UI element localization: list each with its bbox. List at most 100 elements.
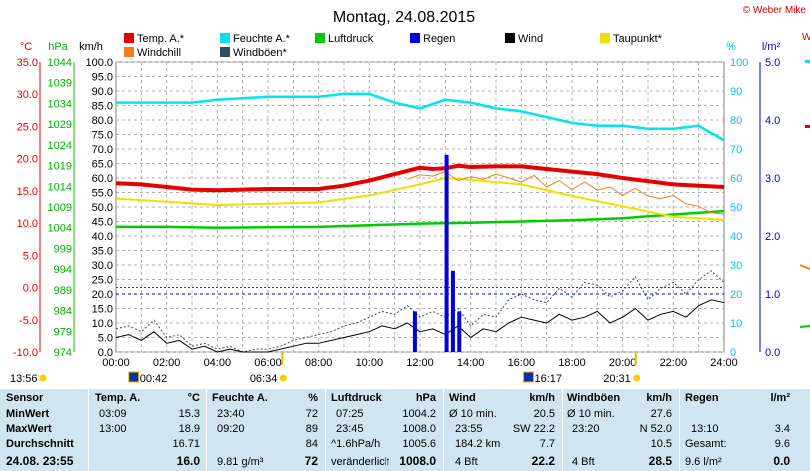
rain-bar xyxy=(457,311,462,352)
kmh-tick-label: 60.0 xyxy=(92,173,113,185)
stats-hum-value: 72 xyxy=(304,454,318,468)
pct-tick-label: 0 xyxy=(730,347,736,359)
time-tick-label: 08:00 xyxy=(305,357,333,369)
stats-header-hum-unit: % xyxy=(308,392,318,404)
stats-hum-value: 84 xyxy=(305,438,318,450)
time-tick-label: 16:00 xyxy=(508,357,536,369)
temp-tick-label: -10.0 xyxy=(13,347,38,359)
legend-label: Luftdruck xyxy=(328,33,374,45)
stats-row-label: MinWert xyxy=(6,408,50,420)
rain-tick-label: 2.0 xyxy=(765,231,780,243)
stats-gust-time: 23:20 xyxy=(572,423,600,435)
hpa-tick-label: 999 xyxy=(54,243,72,255)
stats-header-wind-unit: km/h xyxy=(529,392,555,404)
stats-header-temp-unit: °C xyxy=(187,392,200,404)
stats-header-rain-unit: l/m² xyxy=(770,392,790,404)
hpa-tick-label: 989 xyxy=(54,285,72,297)
kmh-unit-label: km/h xyxy=(79,41,103,53)
legend-swatch xyxy=(220,47,230,57)
hpa-tick-label: 1039 xyxy=(48,78,72,90)
pct-tick-label: 80 xyxy=(730,115,742,127)
legend-label: Temp. A.* xyxy=(137,33,185,45)
time-tick-label: 24:00 xyxy=(710,357,738,369)
time-tick-label: 06:00 xyxy=(254,357,282,369)
stats-temp-value: 15.3 xyxy=(178,408,200,420)
pct-tick-label: 10 xyxy=(730,318,742,330)
stats-rain-value: 9.6 xyxy=(774,438,790,450)
edge-clip-label: W xyxy=(802,32,810,43)
stats-rain-total-label: Gesamt: xyxy=(685,438,727,450)
stats-wind-time: 23:55 xyxy=(455,423,483,435)
time-tick-label: 04:00 xyxy=(204,357,232,369)
kmh-tick-label: 80.0 xyxy=(92,115,113,127)
stats-gust-value: 28.5 xyxy=(648,454,672,468)
pct-tick-label: 70 xyxy=(730,144,742,156)
stats-header-gust-unit: km/h xyxy=(646,392,672,404)
moonset-marker-label: 16:17 xyxy=(535,373,563,385)
legend-label: Wind xyxy=(518,33,543,45)
stats-gust-time: Ø 10 min. xyxy=(567,408,615,420)
stats-hum-value: 89 xyxy=(305,423,318,435)
legend-swatch xyxy=(124,47,134,57)
daylength-sun-icon xyxy=(39,374,47,382)
stats-table: Sensor Temp. A. °C Feuchte A. % Luftdruc… xyxy=(0,389,810,471)
stats-temp-time: 13:00 xyxy=(99,423,127,435)
rain-tick-label: 0.0 xyxy=(765,347,780,359)
stats-press-trend: ^1.6hPa/h xyxy=(331,438,381,450)
stats-press-arrow: ↑ xyxy=(385,454,391,468)
edge-clip-line-green xyxy=(799,325,810,328)
hpa-tick-label: 974 xyxy=(54,347,72,359)
temp-tick-label: 25.0 xyxy=(17,121,38,133)
kmh-tick-label: 85.0 xyxy=(92,101,113,113)
stats-press-value: 1005.6 xyxy=(402,438,436,450)
moonrise-marker-icon xyxy=(128,371,140,383)
sunset-marker-label: 20:31 xyxy=(603,373,631,385)
temp-tick-label: 30.0 xyxy=(17,89,38,101)
stats-row-label: MaxWert xyxy=(6,423,52,435)
stats-header-press: Luftdruck xyxy=(331,392,382,404)
kmh-tick-label: 30.0 xyxy=(92,260,113,272)
copyright-label: © Weber Mike xyxy=(743,5,807,16)
edge-clip-red xyxy=(805,125,810,128)
grid xyxy=(115,61,725,353)
moonrise-marker-label: 00:42 xyxy=(140,373,168,385)
hpa-tick-label: 979 xyxy=(54,326,72,338)
legend-label: Windchill xyxy=(137,47,181,59)
hpa-tick-label: 1024 xyxy=(48,140,72,152)
series-temperature xyxy=(115,163,725,193)
series-wind xyxy=(115,299,725,353)
daylength-label: 13:56 xyxy=(10,373,38,385)
series xyxy=(115,92,725,353)
rain-unit-label: l/m² xyxy=(762,41,781,53)
stats-wind-bft: 4 Bft xyxy=(455,456,478,468)
hpa-tick-label: 1004 xyxy=(48,223,72,235)
rain-bar xyxy=(412,311,417,352)
stats-wind-time: Ø 10 min. xyxy=(449,408,497,420)
stats-temp-value: 18.9 xyxy=(178,423,200,435)
rain-bar xyxy=(444,154,449,352)
series-gusts xyxy=(115,270,725,353)
kmh-tick-label: 20.0 xyxy=(92,289,113,301)
legend-swatch xyxy=(505,33,515,43)
rain-tick-label: 3.0 xyxy=(765,173,780,185)
markers: 00:42 16:17 06:34 20:31 13:56 xyxy=(10,352,641,385)
rain-tick-label: 5.0 xyxy=(765,57,780,69)
stats-header-sensor: Sensor xyxy=(6,392,44,404)
sunrise-marker-label: 06:34 xyxy=(250,373,278,385)
pct-tick-label: 40 xyxy=(730,231,742,243)
kmh-tick-label: 55.0 xyxy=(92,188,113,200)
stats-gust-value: 27.6 xyxy=(650,408,672,420)
edge-clip-line-orange xyxy=(799,264,810,270)
stats-press-value: 1004.2 xyxy=(402,408,436,420)
stats-press-value: 1008.0 xyxy=(399,454,436,468)
stats-hum-abs: 9.81 g/m³ xyxy=(217,456,264,468)
kmh-tick-label: 70.0 xyxy=(92,144,113,156)
stats-wind-value: 20.5 xyxy=(533,408,555,420)
stats-header-hum: Feuchte A. xyxy=(212,392,268,404)
time-tick-label: 18:00 xyxy=(558,357,586,369)
hpa-tick-label: 1014 xyxy=(48,181,72,193)
pct-tick-label: 50 xyxy=(730,202,742,214)
hpa-tick-label: 984 xyxy=(54,306,72,318)
temp-tick-label: 20.0 xyxy=(17,154,38,166)
stats-temp-value: 16.71 xyxy=(172,438,200,450)
